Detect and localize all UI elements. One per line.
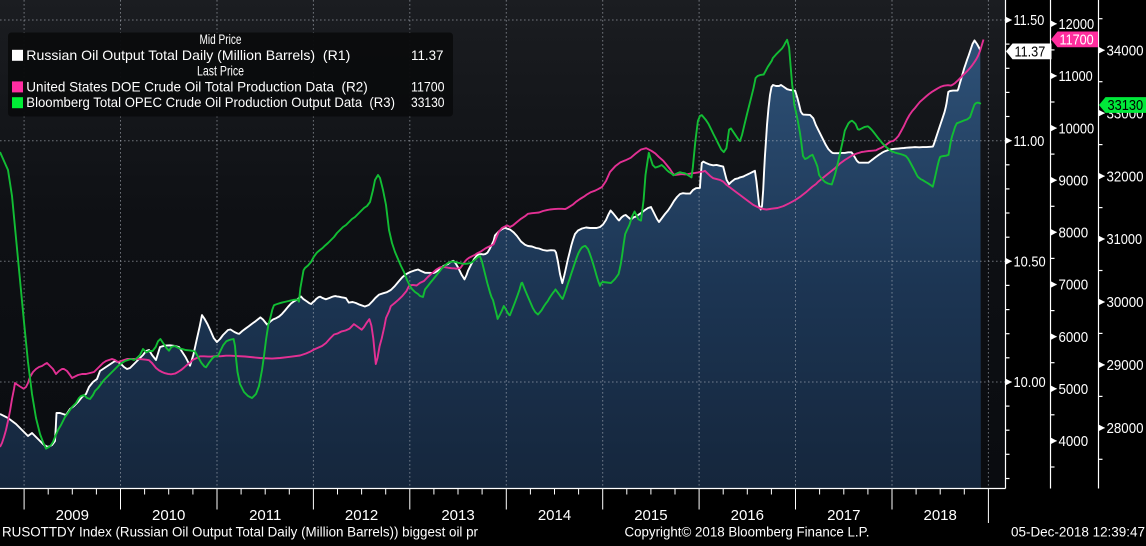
svg-text:5000: 5000 <box>1059 381 1089 398</box>
svg-text:29000: 29000 <box>1107 357 1144 374</box>
svg-text:8000: 8000 <box>1059 225 1089 242</box>
svg-text:2018: 2018 <box>924 507 957 524</box>
svg-text:10.50: 10.50 <box>1014 254 1046 271</box>
svg-text:RUSOTTDY Index (Russian Oil Ou: RUSOTTDY Index (Russian Oil Output Total… <box>2 525 478 541</box>
svg-text:4000: 4000 <box>1059 433 1089 450</box>
svg-text:12000: 12000 <box>1059 16 1095 33</box>
svg-text:2012: 2012 <box>345 507 378 524</box>
svg-text:2016: 2016 <box>731 507 764 524</box>
svg-text:34000: 34000 <box>1107 42 1144 59</box>
svg-text:32000: 32000 <box>1107 168 1144 185</box>
svg-text:2017: 2017 <box>827 507 860 524</box>
svg-text:05-Dec-2018 12:39:47: 05-Dec-2018 12:39:47 <box>1011 525 1145 541</box>
svg-text:11700: 11700 <box>1060 32 1094 49</box>
svg-text:28000: 28000 <box>1107 420 1144 437</box>
svg-text:11.37: 11.37 <box>411 48 444 63</box>
svg-text:Last Price: Last Price <box>197 64 244 79</box>
svg-text:11700: 11700 <box>411 79 445 94</box>
svg-text:11.50: 11.50 <box>1014 12 1045 29</box>
svg-text:7000: 7000 <box>1059 277 1089 294</box>
svg-text:Mid Price: Mid Price <box>200 32 242 47</box>
svg-text:10.00: 10.00 <box>1014 374 1046 391</box>
svg-text:Russian Oil Output Total Daily: Russian Oil Output Total Daily (Million … <box>26 48 350 63</box>
svg-text:33130: 33130 <box>1108 97 1144 114</box>
svg-text:Bloomberg Total OPEC Crude Oil: Bloomberg Total OPEC Crude Oil Productio… <box>26 95 395 110</box>
svg-text:2011: 2011 <box>249 507 281 524</box>
svg-text:10000: 10000 <box>1059 120 1095 137</box>
svg-text:11000: 11000 <box>1059 68 1093 85</box>
svg-text:11.00: 11.00 <box>1014 133 1045 150</box>
svg-text:31000: 31000 <box>1107 231 1143 248</box>
svg-text:2014: 2014 <box>538 507 571 524</box>
svg-text:6000: 6000 <box>1059 329 1089 346</box>
svg-text:30000: 30000 <box>1107 294 1144 311</box>
svg-text:9000: 9000 <box>1059 172 1089 189</box>
svg-text:2013: 2013 <box>441 507 474 524</box>
svg-text:2015: 2015 <box>634 507 667 524</box>
svg-text:11.37: 11.37 <box>1015 44 1046 61</box>
svg-text:2010: 2010 <box>152 507 185 524</box>
svg-text:Copyright© 2018 Bloomberg Fina: Copyright© 2018 Bloomberg Finance L.P. <box>625 525 870 541</box>
svg-text:33130: 33130 <box>411 95 445 110</box>
svg-text:United States DOE Crude Oil To: United States DOE Crude Oil Total Produc… <box>26 79 368 94</box>
svg-text:2009: 2009 <box>56 507 89 524</box>
